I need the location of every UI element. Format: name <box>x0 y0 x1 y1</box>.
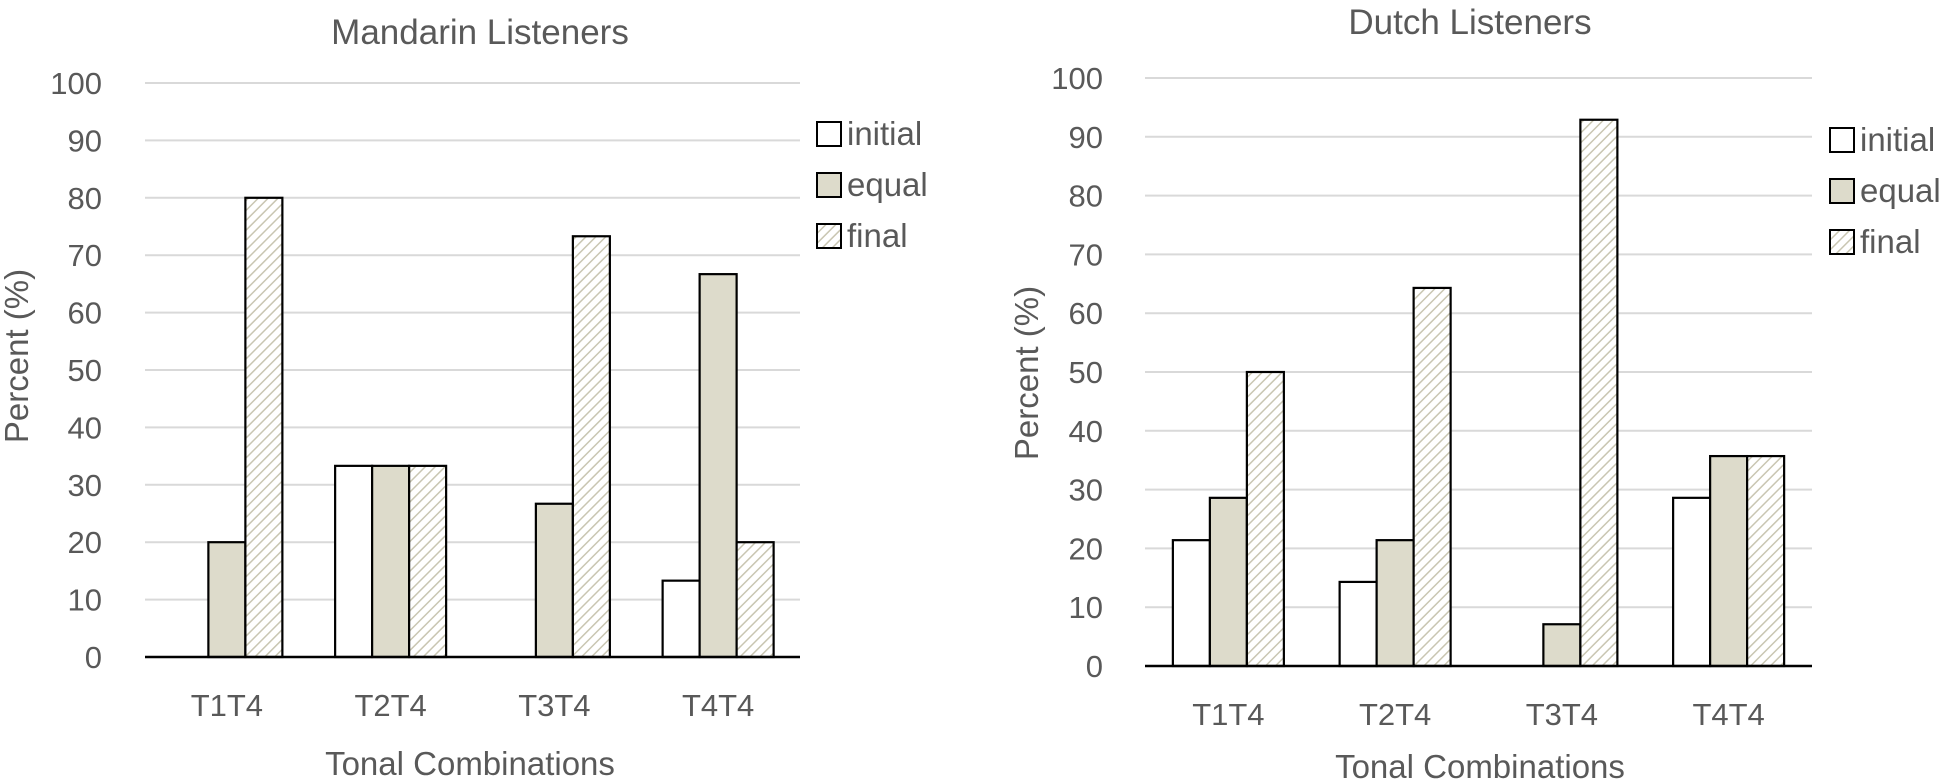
y-tick-label: 100 <box>50 66 102 101</box>
y-tick-label: 60 <box>68 296 102 331</box>
bar-final-t3t4 <box>1579 118 1619 668</box>
y-tick-label: 50 <box>68 353 102 388</box>
y-tick-label: 80 <box>1069 179 1103 214</box>
bar-initial-t4t4 <box>661 579 701 659</box>
y-tick-label: 0 <box>85 640 102 675</box>
y-tick-labels: 0 10 20 30 40 50 60 70 80 90 100 <box>1051 61 1103 684</box>
chart-mandarin: Mandarin Listeners Percent (%) Tonal Com… <box>0 13 928 782</box>
legend: initial equal final <box>816 115 928 254</box>
y-tick-label: 90 <box>68 123 102 158</box>
bar-initial-t2t4 <box>1338 580 1378 668</box>
y-tick-label: 40 <box>1069 414 1103 449</box>
bar-equal-t2t4 <box>1375 539 1415 668</box>
y-tick-label: 10 <box>1069 590 1103 625</box>
x-tick-label: T2T4 <box>1359 697 1431 732</box>
x-tick-label: T1T4 <box>191 688 263 723</box>
legend-swatch-equal <box>1829 178 1855 204</box>
legend-swatch-initial <box>1829 127 1855 153</box>
x-axis-label: Tonal Combinations <box>325 745 615 782</box>
bar-equal-t3t4 <box>1542 623 1582 668</box>
chart-dutch: Dutch Listeners Percent (%) Tonal Combin… <box>1008 3 1941 784</box>
x-tick-label: T4T4 <box>682 688 754 723</box>
y-tick-label: 100 <box>1051 61 1103 96</box>
bar-initial-t4t4 <box>1672 496 1712 668</box>
bar-equal-t1t4 <box>1208 496 1248 668</box>
x-tick-labels: T1T4 T2T4 T3T4 T4T4 <box>1192 697 1765 732</box>
x-tick-labels: T1T4 T2T4 T3T4 T4T4 <box>191 688 755 723</box>
bar-equal-t3t4 <box>534 502 574 659</box>
y-tick-labels: 0 10 20 30 40 50 60 70 80 90 100 <box>50 66 102 675</box>
bar-final-t2t4 <box>408 464 448 659</box>
legend-label-final: final <box>847 217 908 254</box>
y-tick-label: 60 <box>1069 296 1103 331</box>
legend: initial equal final <box>1829 121 1941 260</box>
bar-equal-t4t4 <box>698 273 738 659</box>
legend-swatch-final <box>816 223 842 249</box>
y-tick-label: 40 <box>68 410 102 445</box>
y-tick-label: 80 <box>68 181 102 216</box>
bar-final-t1t4 <box>1245 370 1285 668</box>
y-tick-label: 0 <box>1086 649 1103 684</box>
bar-final-t1t4 <box>244 196 284 659</box>
y-tick-label: 70 <box>68 238 102 273</box>
x-tick-label: T2T4 <box>354 688 426 723</box>
legend-swatch-initial <box>816 121 842 147</box>
y-tick-label: 70 <box>1069 237 1103 272</box>
y-tick-label: 20 <box>68 525 102 560</box>
y-tick-label: 10 <box>68 583 102 618</box>
y-axis-label: Percent (%) <box>0 269 35 443</box>
bar-equal-t2t4 <box>371 464 411 659</box>
x-tick-label: T1T4 <box>1192 697 1264 732</box>
x-tick-label: T4T4 <box>1692 697 1764 732</box>
bar-initial-t1t4 <box>1171 539 1211 668</box>
legend-label-equal: equal <box>1860 172 1941 209</box>
legend-swatch-equal <box>816 172 842 198</box>
y-tick-label: 50 <box>1069 355 1103 390</box>
y-tick-label: 90 <box>1069 120 1103 155</box>
chart-title: Mandarin Listeners <box>331 13 629 52</box>
x-tick-label: T3T4 <box>1526 697 1598 732</box>
bar-final-t4t4 <box>1746 454 1786 668</box>
legend-label-final: final <box>1860 223 1921 260</box>
bar-final-t3t4 <box>571 235 611 659</box>
y-tick-label: 30 <box>68 468 102 503</box>
bar-final-t4t4 <box>735 541 775 659</box>
legend-label-equal: equal <box>847 166 928 203</box>
legend-label-initial: initial <box>847 115 922 152</box>
legend-label-initial: initial <box>1860 121 1935 158</box>
y-tick-label: 30 <box>1069 473 1103 508</box>
y-tick-label: 20 <box>1069 531 1103 566</box>
bar-equal-t4t4 <box>1709 454 1749 668</box>
chart-title: Dutch Listeners <box>1348 3 1591 42</box>
y-axis-label: Percent (%) <box>1008 286 1045 460</box>
bar-equal-t1t4 <box>207 541 247 659</box>
x-tick-label: T3T4 <box>518 688 590 723</box>
bar-final-t2t4 <box>1412 286 1452 668</box>
legend-swatch-final <box>1829 229 1855 255</box>
bars <box>1171 118 1786 668</box>
bar-initial-t2t4 <box>334 464 374 659</box>
x-axis-label: Tonal Combinations <box>1335 748 1625 784</box>
